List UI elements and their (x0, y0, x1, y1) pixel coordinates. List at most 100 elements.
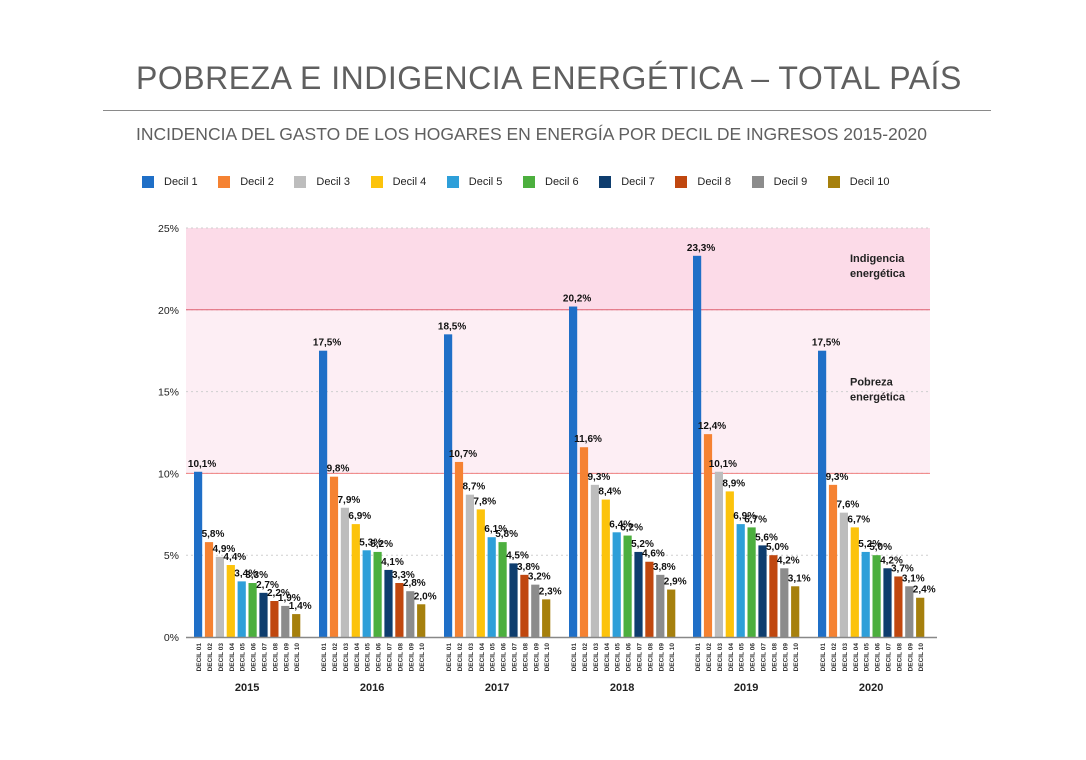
bar (601, 499, 610, 637)
bar-tick-label: DECIL 02 (207, 643, 214, 672)
data-label: 4,6% (642, 549, 665, 560)
bar-tick-label: DECIL 05 (864, 643, 871, 672)
legend-item: Decil 1 (142, 173, 198, 191)
bar (444, 334, 453, 637)
data-label: 9,3% (588, 472, 611, 483)
bar-tick-label: DECIL 04 (354, 643, 361, 672)
chart-subtitle: INCIDENCIA DEL GASTO DE LOS HOGARES EN E… (136, 124, 927, 144)
bar-tick-label: DECIL 09 (533, 643, 540, 672)
bar (569, 306, 578, 637)
data-label: 8,4% (598, 487, 621, 498)
bar-tick-label: DECIL 10 (669, 643, 676, 672)
bar (204, 542, 214, 637)
bar-tick-label: DECIL 07 (262, 643, 269, 672)
bar (417, 604, 426, 637)
x-category-label: 2018 (610, 682, 634, 694)
data-label: 5,8% (495, 529, 518, 540)
legend-label: Decil 10 (849, 176, 890, 188)
y-tick-label: 20% (158, 305, 179, 317)
data-label: 2,3% (539, 586, 562, 597)
bar (373, 551, 382, 637)
bar (281, 605, 290, 637)
bar-tick-label: DECIL 10 (294, 643, 301, 672)
bar (465, 494, 474, 637)
data-label: 3,2% (528, 572, 551, 583)
legend-swatch (675, 176, 688, 188)
bar-tick-label: DECIL 03 (593, 643, 600, 672)
bar-tick-label: DECIL 09 (658, 643, 665, 672)
bar (828, 484, 838, 637)
bar-tick-label: DECIL 03 (218, 643, 225, 672)
data-label: 6,4% (609, 519, 632, 530)
bar-tick-label: DECIL 08 (896, 643, 903, 672)
legend-label: Decil 3 (316, 176, 351, 188)
bar-tick-label: DECIL 01 (820, 643, 827, 672)
legend-swatch (523, 176, 535, 188)
data-label: 3,1% (788, 573, 811, 584)
bar-tick-label: DECIL 08 (771, 643, 778, 672)
bar (769, 555, 778, 637)
bar (270, 601, 279, 637)
bar (531, 584, 540, 637)
legend-swatch (446, 176, 459, 188)
bar-tick-label: DECIL 05 (240, 643, 247, 672)
bar-tick-label: DECIL 02 (706, 643, 713, 672)
bar-tick-label: DECIL 02 (831, 643, 838, 672)
bar (894, 576, 903, 637)
bar-tick-label: DECIL 09 (782, 643, 789, 672)
bar (384, 569, 393, 637)
bar (194, 471, 203, 637)
data-label: 5,0% (869, 542, 892, 553)
bar-tick-label: DECIL 04 (853, 643, 860, 672)
legend-label: Decil 4 (392, 176, 427, 188)
bar (215, 556, 224, 637)
data-label: 3,8% (517, 562, 540, 573)
data-label: 7,8% (473, 496, 496, 507)
bar-tick-label: DECIL 09 (283, 643, 290, 672)
bar (905, 586, 914, 637)
page-title: POBREZA E INDIGENCIA ENERGÉTICA – TOTAL … (136, 60, 962, 96)
bar-tick-label: DECIL 08 (272, 643, 279, 672)
data-label: 5,2% (858, 539, 881, 550)
data-label: 10,1% (188, 459, 216, 470)
bar-tick-label: DECIL 10 (918, 643, 925, 672)
data-label: 11,6% (574, 434, 602, 445)
bar-tick-label: DECIL 02 (457, 643, 464, 672)
bar (406, 591, 415, 637)
bar (667, 589, 676, 637)
bar (791, 586, 800, 637)
data-label: 3,4% (234, 568, 257, 579)
bar-tick-label: DECIL 05 (615, 643, 622, 672)
y-tick-label: 25% (158, 223, 179, 235)
bar-tick-label: DECIL 02 (332, 643, 339, 672)
data-label: 23,3% (687, 243, 715, 254)
y-tick-label: 0% (164, 632, 179, 644)
data-label: 6,7% (744, 514, 767, 525)
bar (226, 565, 235, 637)
legend-label: Decil 6 (545, 176, 579, 188)
bar (476, 509, 485, 637)
x-category-label: 2020 (859, 682, 883, 694)
y-tick-label: 5% (164, 550, 179, 562)
data-label: 12,4% (698, 421, 726, 432)
data-label: 2,7% (256, 580, 279, 591)
data-label: 5,0% (766, 542, 789, 553)
data-label: 5,3% (359, 537, 382, 548)
bar (520, 574, 529, 637)
bar-tick-label: DECIL 05 (365, 643, 372, 672)
bar (259, 592, 268, 637)
data-label: 3,3% (392, 570, 415, 581)
bar (872, 555, 881, 637)
bar (454, 461, 464, 637)
bar (319, 350, 328, 637)
legend-label: Decil 2 (240, 176, 274, 188)
x-category-label: 2016 (360, 682, 384, 694)
data-label: 3,7% (891, 563, 914, 574)
bar-tick-label: DECIL 04 (479, 643, 486, 672)
bar-tick-label: DECIL 07 (761, 643, 768, 672)
bar (656, 574, 665, 637)
bar-tick-label: DECIL 01 (196, 643, 203, 672)
data-label: 2,0% (414, 591, 437, 602)
bar-tick-label: DECIL 02 (582, 643, 589, 672)
bar (714, 471, 723, 637)
